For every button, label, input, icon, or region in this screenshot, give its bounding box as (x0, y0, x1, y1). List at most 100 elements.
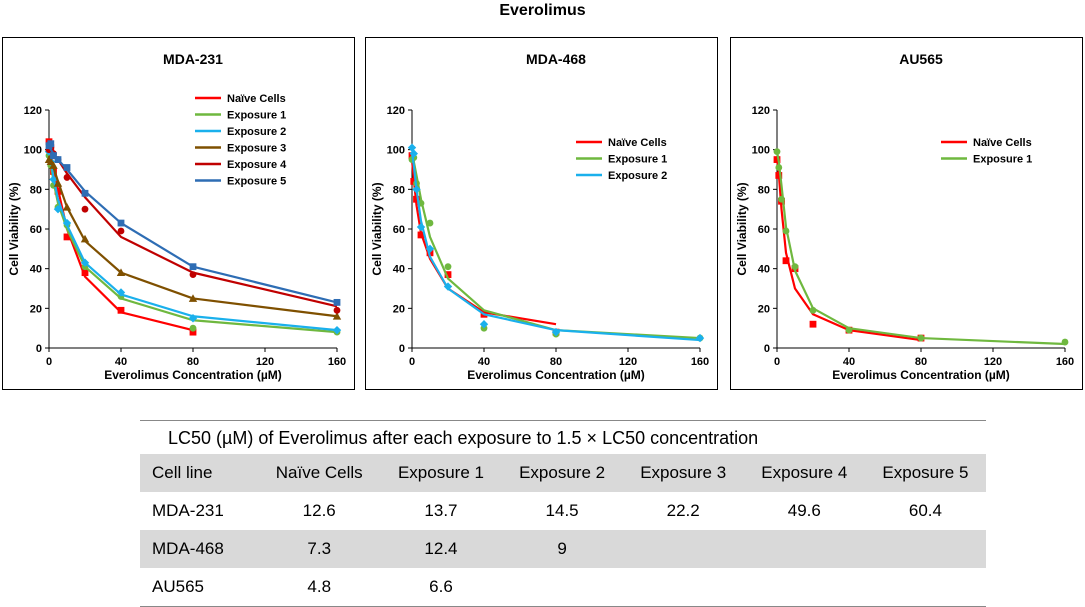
x-tick-label: 160 (328, 356, 346, 368)
table-cell: MDA-468 (152, 539, 224, 558)
chart-panel-mda-231: MDA-231 0 20 40 60 80 100 120 0 40 80 120 160 Everoli… (2, 37, 355, 390)
data-point-na-ve-cells (63, 233, 71, 241)
x-axis-label: Everolimus Concentration (µM) (104, 368, 282, 382)
data-point-exposure-4 (189, 271, 197, 279)
data-point-exposure-5 (63, 164, 71, 171)
data-point-exposure-5 (81, 189, 89, 197)
data-point-exposure-1 (778, 195, 785, 203)
data-point-exposure-1 (782, 227, 790, 235)
y-tick-label: 20 (30, 303, 42, 315)
table-cell: AU565 (140, 568, 259, 607)
header-exposure-3: Exposure 3 (640, 463, 727, 482)
series-line-exposure-2 (47, 151, 338, 332)
legend-label: Exposure 4 (227, 159, 287, 171)
series-line-na-ve-cells (410, 159, 557, 326)
legend-label: Naïve Cells (608, 137, 667, 149)
x-tick-label: 40 (843, 356, 855, 368)
chart-panel-mda-468: MDA-468 0 20 40 60 80 100 120 0 40 80 120 160 Everoli… (365, 37, 718, 390)
legend-label: Exposure 3 (227, 143, 286, 155)
data-point-exposure-1 (775, 164, 783, 171)
y-tick-label: 0 (399, 343, 405, 355)
data-point-exposure-2 (425, 244, 435, 254)
data-point-exposure-5 (117, 219, 125, 227)
x-tick-label: 80 (915, 356, 927, 368)
table-row: MDA-231 12.6 13.7 14.5 22.2 49.6 60.4 (140, 492, 986, 530)
chart-mda-231: MDA-231 0 20 40 60 80 100 120 0 40 80 120 160 Everoli… (7, 51, 346, 382)
table-cell: 22.2 (666, 501, 700, 520)
legend-label: Exposure 5 (227, 176, 286, 188)
y-tick-label: 20 (393, 303, 405, 315)
data-point-na-ve-cells (117, 306, 125, 314)
data-point-exposure-5 (50, 152, 57, 160)
header-exposure-4: Exposure 4 (761, 463, 848, 482)
data-point-exposure-1 (773, 148, 781, 156)
data-point-exposure-3 (53, 179, 63, 187)
data-point-exposure-3 (80, 234, 90, 243)
x-tick-label: 160 (1056, 356, 1074, 368)
series-line-exposure-1 (47, 153, 338, 334)
data-point-na-ve-cells (413, 195, 420, 203)
x-tick-label: 0 (409, 356, 415, 368)
table-cell: 14.5 (545, 501, 579, 520)
data-point-exposure-4 (63, 174, 71, 181)
chart-mda-468: MDA-468 0 20 40 60 80 100 120 0 40 80 120 160 Everoli… (370, 51, 709, 382)
lc50-table-section: LC50 (µM) of Everolimus after each expos… (140, 420, 986, 607)
series-line-exposure-1 (410, 155, 701, 340)
chart-title: MDA-231 (163, 51, 223, 67)
data-point-exposure-1 (1061, 338, 1069, 346)
data-point-exposure-4 (333, 306, 341, 314)
data-point-exposure-2 (443, 282, 453, 291)
table-cell (744, 530, 865, 568)
y-axis-label: Cell Viability (%) (370, 182, 384, 275)
data-point-na-ve-cells (444, 271, 452, 279)
data-point-exposure-3 (332, 312, 342, 320)
legend-label: Naïve Cells (973, 137, 1032, 149)
data-point-na-ve-cells (417, 231, 425, 239)
data-point-exposure-2 (409, 149, 418, 158)
data-point-exposure-1 (189, 324, 197, 332)
y-tick-label: 60 (758, 224, 770, 236)
chart-panel-au565: AU565 0 20 40 60 80 100 120 0 40 80 120 160 Everolimu… (730, 37, 1083, 390)
table-cell: 4.8 (258, 568, 381, 607)
data-point-na-ve-cells (782, 257, 790, 265)
series-line-na-ve-cells (775, 157, 922, 342)
x-tick-label: 40 (115, 356, 127, 368)
table-cell (623, 530, 744, 568)
y-tick-label: 100 (24, 145, 42, 157)
y-tick-label: 80 (758, 184, 770, 196)
data-point-exposure-5 (47, 140, 55, 148)
table-cell: 7.3 (307, 539, 332, 558)
table-cell: 12.6 (302, 501, 336, 520)
data-point-exposure-4 (81, 205, 89, 213)
table-cell: 60.4 (908, 501, 942, 520)
data-point-exposure-2 (332, 325, 342, 335)
table-cell (501, 568, 623, 607)
legend-label: Exposure 1 (227, 110, 286, 122)
header-cell-line: Cell line (152, 463, 213, 482)
y-tick-label: 0 (36, 343, 42, 355)
y-tick-label: 120 (752, 105, 770, 117)
header-exposure-5: Exposure 5 (882, 463, 969, 482)
table-cell: 9 (557, 539, 567, 558)
data-point-exposure-2 (62, 218, 72, 228)
table-cell (865, 530, 986, 568)
x-tick-label: 160 (691, 356, 709, 368)
data-point-exposure-5 (54, 156, 62, 163)
data-point-exposure-2 (416, 222, 426, 232)
data-point-exposure-2 (479, 320, 489, 329)
x-tick-label: 0 (46, 356, 52, 368)
data-point-exposure-3 (116, 268, 126, 277)
legend-label: Naïve Cells (227, 93, 286, 105)
data-point-exposure-1 (791, 263, 799, 271)
y-tick-label: 100 (752, 145, 770, 157)
data-point-exposure-1 (426, 219, 434, 227)
x-tick-label: 80 (550, 356, 562, 368)
data-point-na-ve-cells (54, 187, 62, 195)
data-point-exposure-3 (188, 294, 198, 302)
table-cell (743, 568, 865, 607)
data-point-exposure-1 (444, 263, 452, 271)
x-tick-label: 120 (619, 356, 637, 368)
x-tick-label: 120 (984, 356, 1002, 368)
y-tick-label: 100 (387, 145, 405, 157)
data-point-na-ve-cells (81, 269, 89, 277)
